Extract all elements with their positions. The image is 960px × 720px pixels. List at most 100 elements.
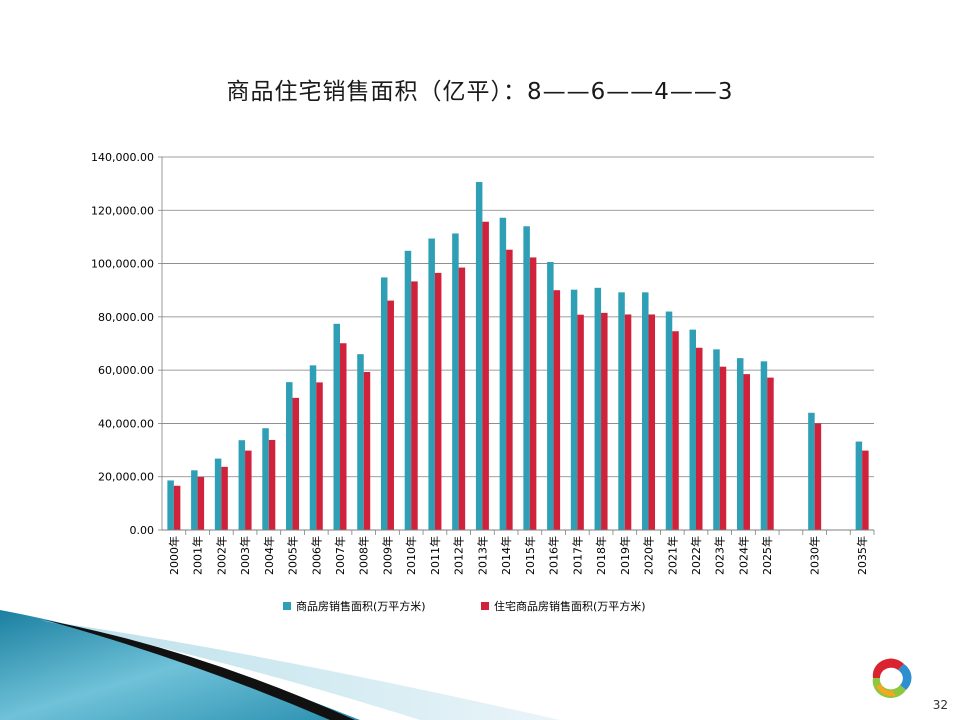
x-tick-label: 2008年 [357, 536, 371, 575]
y-tick-label: 100,000.00 [91, 258, 154, 271]
x-tick-label: 2002年 [214, 536, 228, 575]
legend-label: 住宅商品房销售面积(万平方米) [494, 599, 646, 613]
bar-commercial-housing [380, 277, 388, 530]
y-tick-label: 60,000.00 [98, 364, 154, 377]
bar-commercial-housing [760, 361, 768, 530]
bar-residential-housing [648, 314, 656, 530]
legend-label: 商品房销售面积(万平方米) [296, 599, 426, 613]
x-tick-label: 2013年 [475, 536, 489, 575]
x-tick-label: 2004年 [262, 536, 276, 575]
x-tick-label: 2017年 [570, 536, 584, 575]
bar-commercial-housing [499, 217, 507, 530]
legend-swatch [481, 602, 489, 610]
bar-commercial-housing [357, 354, 364, 530]
bar-residential-housing [197, 476, 205, 530]
x-tick-label: 2035年 [855, 536, 869, 575]
bar-commercial-housing [238, 440, 246, 530]
bar-commercial-housing [452, 233, 459, 530]
x-tick-label: 2007年 [333, 536, 347, 575]
bar-residential-housing [411, 281, 418, 530]
bar-residential-housing [268, 439, 276, 530]
bar-commercial-housing [214, 458, 222, 530]
bar-residential-housing [292, 397, 300, 530]
x-tick-label: 2006年 [309, 536, 323, 575]
y-tick-label: 20,000.00 [98, 471, 154, 484]
x-tick-label: 2030年 [808, 536, 822, 575]
bar-commercial-housing [333, 323, 340, 530]
x-tick-label: 2003年 [238, 536, 252, 575]
bar-residential-housing [553, 290, 561, 530]
bar-residential-housing [245, 450, 252, 530]
bar-commercial-housing [618, 292, 625, 530]
bar-residential-housing [458, 267, 466, 530]
bar-residential-housing [719, 366, 727, 530]
x-tick-label: 2023年 [713, 536, 727, 575]
bar-residential-housing [363, 372, 371, 530]
x-tick-label: 2009年 [380, 536, 394, 575]
bar-commercial-housing [689, 329, 696, 530]
bar-commercial-housing [547, 261, 554, 530]
bar-residential-housing [862, 450, 869, 530]
bar-residential-housing [340, 343, 347, 530]
bar-commercial-housing [191, 470, 198, 530]
bar-residential-housing [814, 423, 822, 530]
bar-residential-housing [482, 221, 489, 531]
bar-commercial-housing [736, 358, 744, 530]
x-tick-label: 2005年 [286, 536, 300, 575]
ring-logo-icon [872, 658, 912, 699]
bar-residential-housing [601, 312, 608, 530]
x-tick-label: 2018年 [594, 536, 608, 575]
bar-commercial-housing [665, 311, 673, 530]
legend-swatch [283, 602, 291, 610]
x-tick-label: 2025年 [760, 536, 774, 575]
bar-residential-housing [767, 377, 774, 530]
y-tick-label: 140,000.00 [91, 151, 154, 164]
bar-residential-housing [316, 382, 323, 530]
bar-commercial-housing [475, 182, 483, 530]
bar-residential-housing [529, 257, 537, 530]
bar-commercial-housing [404, 250, 412, 531]
slide-title: 商品住宅销售面积（亿平）：8——6——4——3 [226, 79, 734, 105]
x-tick-label: 2014年 [499, 536, 513, 575]
x-tick-label: 2010年 [404, 536, 418, 575]
bar-residential-housing [506, 249, 513, 530]
x-tick-label: 2020年 [642, 536, 656, 575]
bar-commercial-housing [262, 428, 269, 530]
x-tick-label: 2001年 [191, 536, 205, 575]
x-tick-label: 2000年 [167, 536, 181, 575]
legend: 商品房销售面积(万平方米) 住宅商品房销售面积(万平方米) [283, 599, 646, 613]
y-tick-label: 40,000.00 [98, 417, 154, 430]
bar-commercial-housing [286, 382, 293, 530]
axis-layer: 0.00 20,000.00 40,000.00 60,000.00 80,000.00… [91, 151, 875, 575]
bar-residential-housing [624, 314, 632, 530]
bar-commercial-housing [570, 289, 578, 530]
bar-residential-housing [387, 300, 394, 530]
bar-commercial-housing [428, 238, 435, 530]
bar-commercial-housing [594, 287, 602, 530]
bar-residential-housing [577, 314, 584, 530]
x-tick-label: 2019年 [618, 536, 632, 575]
bar-residential-housing [696, 347, 703, 530]
bar-commercial-housing [855, 441, 863, 530]
x-tick-label: 2015年 [523, 536, 537, 575]
y-tick-label: 0.00 [130, 524, 155, 537]
x-tick-label: 2016年 [547, 536, 561, 575]
bar-commercial-housing [808, 412, 815, 530]
bar-residential-housing [173, 485, 181, 530]
bar-commercial-housing [167, 480, 174, 530]
x-tick-label: 2021年 [665, 536, 679, 575]
bar-residential-housing [434, 272, 442, 530]
x-tick-label: 2024年 [736, 536, 750, 575]
bar-commercial-housing [642, 292, 649, 530]
bar-residential-housing [743, 374, 750, 530]
x-tick-label: 2011年 [428, 536, 442, 575]
bar-commercial-housing [309, 365, 317, 530]
bar-residential-housing [221, 466, 228, 530]
bar-commercial-housing [523, 226, 530, 530]
x-tick-label: 2012年 [452, 536, 466, 575]
x-tick-label: 2022年 [689, 536, 703, 575]
bar-residential-housing [672, 331, 679, 530]
bars-layer [167, 182, 869, 531]
